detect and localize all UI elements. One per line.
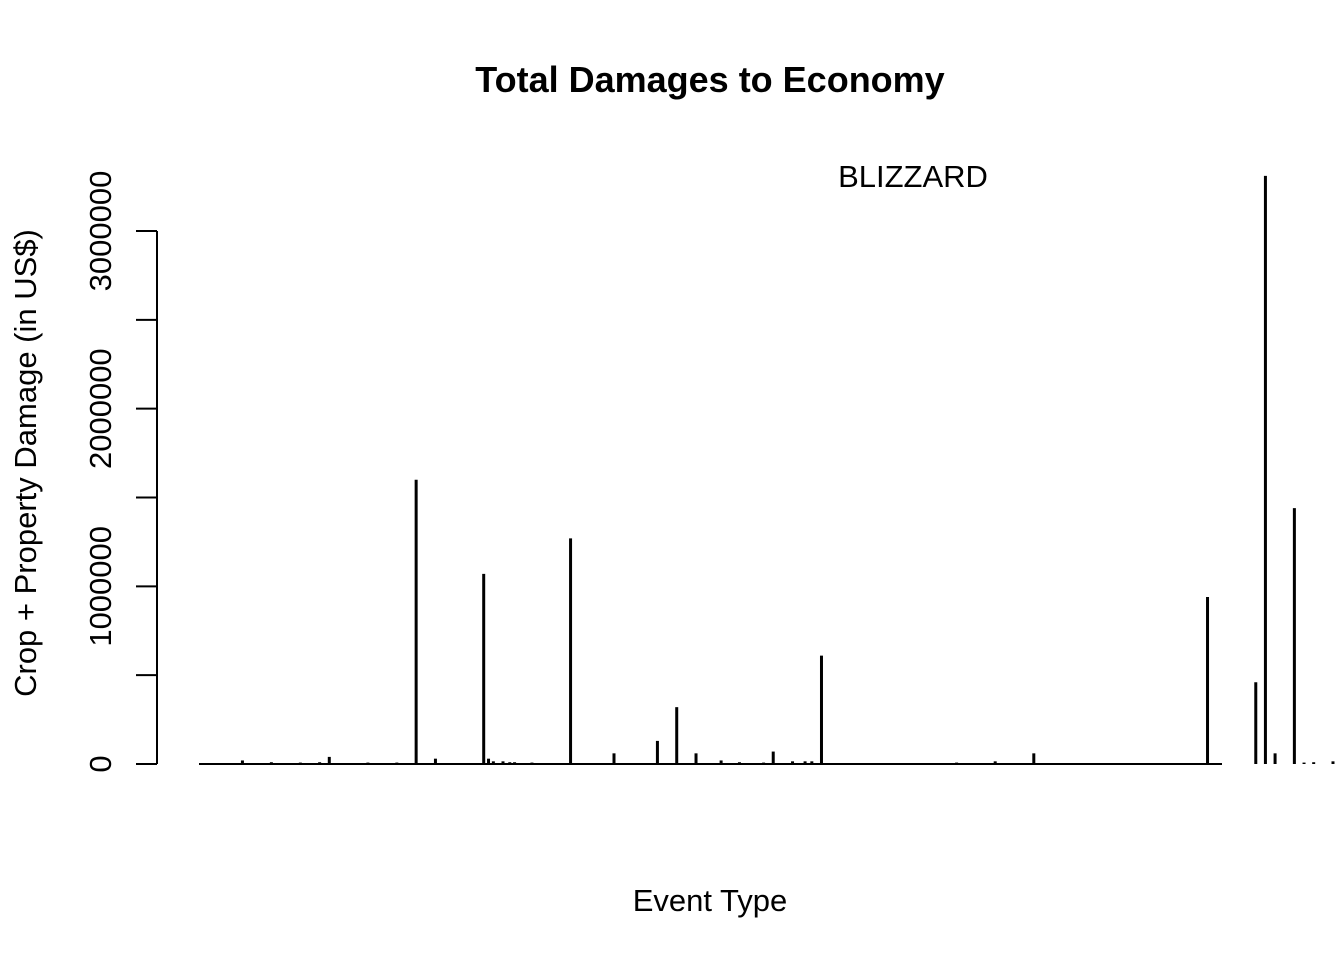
y-tick-label: 0 (83, 755, 118, 772)
y-axis-label: Crop + Property Damage (in US$) (8, 229, 43, 697)
y-tick-label: 1000000 (83, 526, 118, 647)
y-tick-label: 3000000 (83, 171, 118, 292)
y-axis: 0 1000000 2000000 3000000 (83, 171, 158, 773)
chart-title: Total Damages to Economy (475, 59, 944, 100)
bars-group (240, 175, 1335, 764)
y-tick-label: 2000000 (83, 348, 118, 469)
peak-annotation: BLIZZARD (838, 159, 988, 194)
x-axis-label: Event Type (633, 883, 788, 918)
